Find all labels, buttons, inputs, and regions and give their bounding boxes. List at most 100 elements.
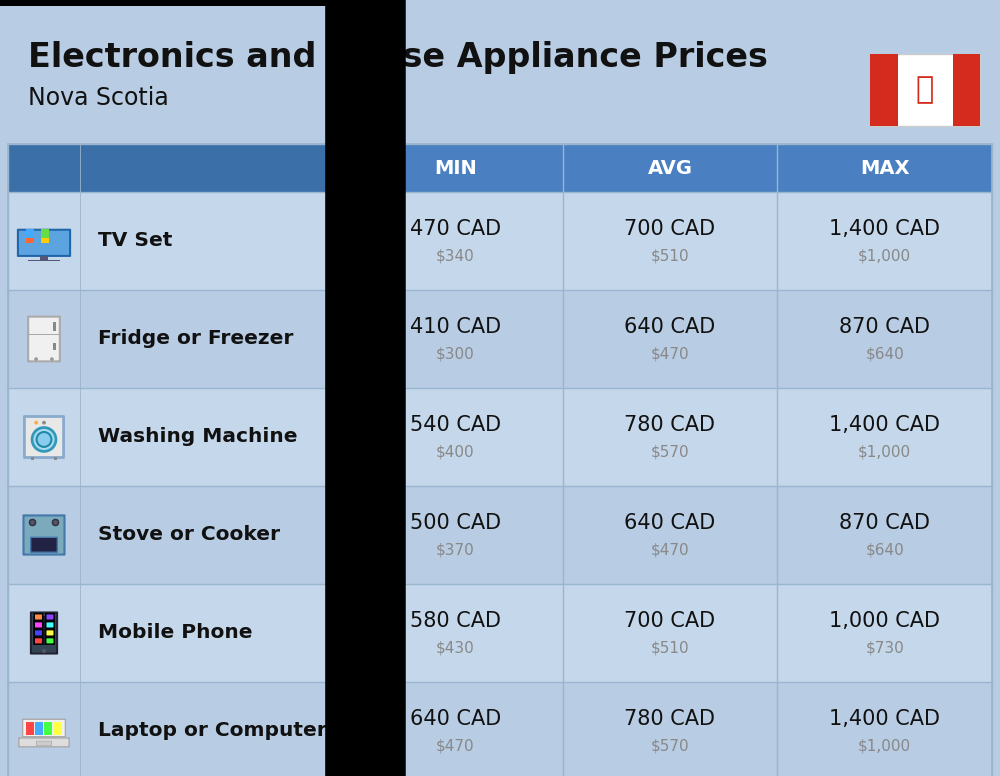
Bar [8,192,992,290]
Bar [8,144,992,192]
Text: $570: $570 [651,739,689,753]
FancyBboxPatch shape [46,622,54,629]
Circle shape [52,519,58,525]
Text: $400: $400 [436,445,475,459]
FancyBboxPatch shape [34,614,43,620]
Text: $340: $340 [436,248,475,264]
FancyBboxPatch shape [31,612,57,653]
Bar [8,144,348,192]
Bar [8,290,992,388]
Text: $370: $370 [436,542,475,557]
Circle shape [30,519,36,525]
FancyBboxPatch shape [23,515,65,555]
Text: 1,400 CAD: 1,400 CAD [829,415,940,435]
Bar [28,334,60,335]
Text: Fridge or Freezer: Fridge or Freezer [98,330,293,348]
Text: 640 CAD: 640 CAD [624,317,716,337]
FancyBboxPatch shape [18,230,70,256]
Text: 580 CAD: 580 CAD [410,611,501,631]
Text: $640: $640 [865,347,904,362]
Text: $300: $300 [436,347,475,362]
Text: Electronics and House Appliance Prices: Electronics and House Appliance Prices [28,41,768,74]
Circle shape [42,649,46,653]
Text: $470: $470 [436,739,475,753]
Bar [26,722,34,735]
Text: 640 CAD: 640 CAD [624,513,716,533]
Bar [40,256,48,261]
Bar [952,54,980,126]
Text: Stove or Cooker: Stove or Cooker [98,525,280,545]
Bar [53,344,56,350]
Bar [53,722,61,735]
Text: 540 CAD: 540 CAD [410,415,501,435]
Text: 470 CAD: 470 CAD [410,219,501,239]
Text: TV Set: TV Set [98,231,172,251]
Circle shape [37,432,51,447]
FancyBboxPatch shape [36,741,52,746]
Text: $730: $730 [865,640,904,656]
Bar [41,235,49,243]
FancyBboxPatch shape [28,317,60,362]
FancyBboxPatch shape [34,638,43,644]
Text: AVG: AVG [648,158,692,178]
Text: 780 CAD: 780 CAD [624,415,716,435]
Bar [41,230,49,237]
FancyBboxPatch shape [46,629,54,636]
FancyBboxPatch shape [46,614,54,620]
Text: 🔥: 🔥 [0,0,478,776]
Bar [28,260,60,261]
Text: $430: $430 [436,640,475,656]
Text: MAX: MAX [860,158,909,178]
Text: $470: $470 [651,347,689,362]
Text: $1,000: $1,000 [858,445,911,459]
Bar [31,458,34,460]
Text: 1,000 CAD: 1,000 CAD [829,611,940,631]
Bar [8,388,992,486]
Text: 410 CAD: 410 CAD [410,317,501,337]
Text: $1,000: $1,000 [858,248,911,264]
Text: $470: $470 [651,542,689,557]
Circle shape [42,421,46,424]
Bar [26,230,34,237]
Circle shape [30,519,36,525]
Bar [26,235,34,243]
Text: 870 CAD: 870 CAD [839,513,930,533]
Text: $510: $510 [651,640,689,656]
FancyBboxPatch shape [46,638,54,644]
Circle shape [32,428,56,452]
FancyBboxPatch shape [31,537,57,553]
Bar [8,682,992,776]
Text: $640: $640 [865,542,904,557]
Bar [44,722,52,735]
Bar [53,321,56,331]
Bar [8,486,992,584]
Text: Nova Scotia: Nova Scotia [28,86,169,110]
Circle shape [50,357,54,361]
Bar [870,54,898,126]
Text: 🍁: 🍁 [916,75,934,105]
Text: Washing Machine: Washing Machine [98,428,298,446]
Text: 500 CAD: 500 CAD [410,513,501,533]
Bar [54,458,57,460]
FancyBboxPatch shape [24,417,64,458]
Text: MIN: MIN [434,158,477,178]
Bar [8,144,992,776]
Bar [35,722,43,735]
Text: Mobile Phone: Mobile Phone [98,623,252,643]
Text: 700 CAD: 700 CAD [624,219,716,239]
Bar [870,54,980,126]
Text: 700 CAD: 700 CAD [624,611,716,631]
FancyBboxPatch shape [19,738,69,747]
Text: 780 CAD: 780 CAD [624,709,716,729]
FancyBboxPatch shape [34,622,43,629]
FancyBboxPatch shape [34,629,43,636]
Circle shape [34,357,38,361]
Bar [33,616,55,646]
FancyBboxPatch shape [23,719,65,736]
Text: 1,400 CAD: 1,400 CAD [829,709,940,729]
Bar [8,584,992,682]
Text: $510: $510 [651,248,689,264]
Text: $1,000: $1,000 [858,739,911,753]
Text: Laptop or Computer: Laptop or Computer [98,722,327,740]
Circle shape [52,519,58,525]
